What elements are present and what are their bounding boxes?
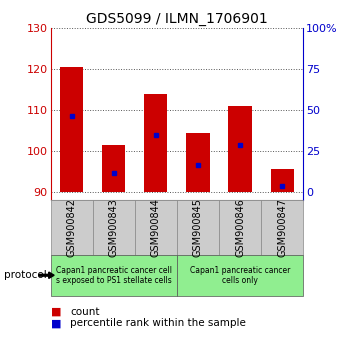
Text: GSM900845: GSM900845: [193, 198, 203, 257]
Bar: [271, 169, 294, 192]
Text: count: count: [70, 307, 100, 316]
Bar: [186, 132, 209, 192]
Text: percentile rank within the sample: percentile rank within the sample: [70, 318, 246, 328]
Text: GSM900844: GSM900844: [151, 198, 161, 257]
Text: GSM900843: GSM900843: [109, 198, 119, 257]
Text: GSM900842: GSM900842: [66, 198, 77, 257]
Text: ■: ■: [51, 318, 61, 328]
Text: protocol: protocol: [4, 270, 46, 280]
Text: GSM900846: GSM900846: [235, 198, 245, 257]
Text: GSM900847: GSM900847: [277, 198, 287, 257]
Bar: [102, 145, 125, 192]
Bar: [60, 67, 83, 192]
Title: GDS5099 / ILMN_1706901: GDS5099 / ILMN_1706901: [86, 12, 268, 26]
Text: Capan1 pancreatic cancer
cells only: Capan1 pancreatic cancer cells only: [190, 266, 290, 285]
Bar: [229, 106, 252, 192]
Text: Capan1 pancreatic cancer cell
s exposed to PS1 stellate cells: Capan1 pancreatic cancer cell s exposed …: [56, 266, 172, 285]
Text: ■: ■: [51, 307, 61, 316]
Bar: [144, 94, 168, 192]
